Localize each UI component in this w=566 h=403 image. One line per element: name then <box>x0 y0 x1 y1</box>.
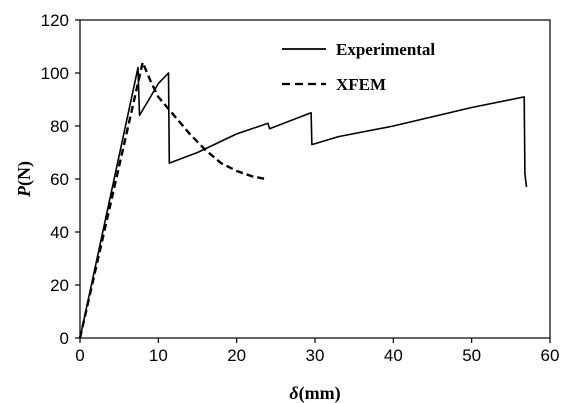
y-axis-title: P(N) <box>14 161 35 198</box>
x-tick-label: 0 <box>75 346 84 365</box>
y-tick-label: 60 <box>50 170 69 189</box>
y-axis-ticks: 0 20 40 60 80 100 120 <box>41 11 80 348</box>
x-tick-label: 40 <box>384 346 403 365</box>
plot-area-frame <box>79 19 551 339</box>
legend-label-xfem: XFEM <box>336 75 386 94</box>
legend: Experimental XFEM <box>282 40 435 94</box>
series-layer <box>78 61 528 339</box>
y-tick-label: 100 <box>41 64 69 83</box>
y-tick-label: 0 <box>60 329 69 348</box>
y-tick-label: 120 <box>41 11 69 30</box>
series-line-xfem <box>78 61 266 339</box>
x-tick-label: 10 <box>149 346 168 365</box>
y-tick-label: 80 <box>50 117 69 136</box>
legend-label-experimental: Experimental <box>336 40 435 59</box>
x-tick-label: 60 <box>541 346 560 365</box>
x-tick-label: 30 <box>306 346 325 365</box>
y-tick-label: 20 <box>50 276 69 295</box>
x-tick-label: 50 <box>462 346 481 365</box>
x-axis-ticks: 0 10 20 30 40 50 60 <box>75 338 559 365</box>
series-line-experimental <box>79 66 528 339</box>
y-tick-label: 40 <box>50 223 69 242</box>
x-tick-label: 20 <box>227 346 246 365</box>
x-axis-title: δ(mm) <box>289 383 340 403</box>
